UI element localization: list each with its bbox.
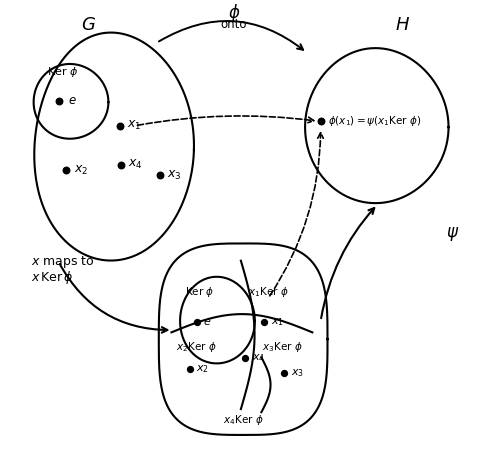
Text: $x_2$: $x_2$ <box>196 363 209 375</box>
Point <box>186 365 194 373</box>
Text: $x_4$: $x_4$ <box>252 352 266 364</box>
Text: $x_2$: $x_2$ <box>74 164 88 177</box>
Text: $H$: $H$ <box>395 16 410 34</box>
Point <box>156 171 164 179</box>
Text: $\phi(x_1) = \psi(x_1\mathrm{Ker}\ \phi)$: $\phi(x_1) = \psi(x_1\mathrm{Ker}\ \phi)… <box>328 114 421 128</box>
Text: onto: onto <box>221 18 248 31</box>
Point <box>260 318 268 325</box>
Text: Ker $\phi$: Ker $\phi$ <box>185 285 214 299</box>
Text: $x$ maps to: $x$ maps to <box>31 254 95 269</box>
Text: $x\,\mathrm{Ker}\,\phi$: $x\,\mathrm{Ker}\,\phi$ <box>31 269 74 286</box>
Text: $x_2$Ker $\phi$: $x_2$Ker $\phi$ <box>176 340 216 354</box>
Text: Ker $\phi$: Ker $\phi$ <box>48 65 78 80</box>
Point <box>192 318 200 325</box>
Text: $\psi$: $\psi$ <box>446 225 460 244</box>
Text: $e$: $e$ <box>68 94 76 107</box>
Point <box>280 369 288 377</box>
Point <box>316 118 324 125</box>
Text: $x_3$: $x_3$ <box>166 169 181 181</box>
Point <box>62 167 70 174</box>
Text: $x_4$Ker $\phi$: $x_4$Ker $\phi$ <box>223 413 264 427</box>
Text: $x_1$: $x_1$ <box>127 119 142 132</box>
Text: $x_4$: $x_4$ <box>128 158 143 171</box>
Text: $\phi$: $\phi$ <box>228 2 240 24</box>
Text: $x_3$: $x_3$ <box>291 368 304 379</box>
Point <box>118 161 126 168</box>
Text: $x_3$Ker $\phi$: $x_3$Ker $\phi$ <box>262 340 302 354</box>
Point <box>116 122 124 130</box>
Text: $x_1$Ker $\phi$: $x_1$Ker $\phi$ <box>248 285 288 299</box>
Text: $e$: $e$ <box>203 317 211 327</box>
Text: $G$: $G$ <box>80 16 96 34</box>
Text: $x_1$: $x_1$ <box>270 316 283 328</box>
Point <box>56 97 64 105</box>
Point <box>242 355 250 362</box>
